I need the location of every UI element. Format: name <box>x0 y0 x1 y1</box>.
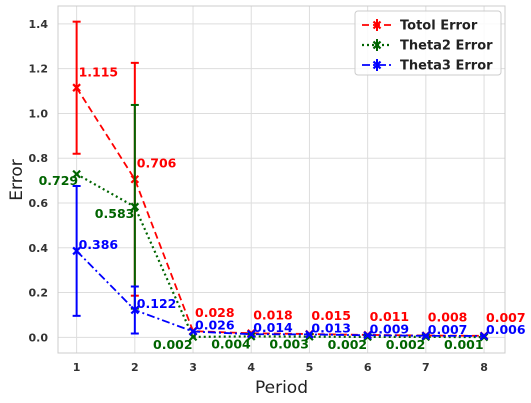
data-label: 0.007 <box>486 310 526 325</box>
data-label: 0.002 <box>328 337 368 352</box>
data-point-marker <box>479 331 489 341</box>
legend-label: Theta2 Error <box>400 39 493 54</box>
data-label: 0.008 <box>428 310 468 325</box>
data-label: 0.006 <box>486 322 526 337</box>
y-tick-label: 0.6 <box>29 197 49 210</box>
x-axis-label: Period <box>255 378 308 398</box>
data-point-marker <box>130 202 140 212</box>
y-tick-label: 0.2 <box>29 287 49 300</box>
data-label: 0.706 <box>137 155 177 170</box>
data-label: 0.001 <box>444 337 484 352</box>
data-label: 0.013 <box>311 320 351 335</box>
data-label: 1.115 <box>79 65 119 80</box>
legend-swatch-marker <box>372 60 382 70</box>
legend-swatch-marker <box>372 40 382 50</box>
data-point-marker <box>72 169 81 179</box>
data-point-marker <box>72 83 81 92</box>
data-label: 0.018 <box>253 307 293 322</box>
x-tick-label: 3 <box>189 361 197 374</box>
x-tick-label: 4 <box>247 361 255 374</box>
x-tick-label: 1 <box>73 361 81 374</box>
x-tick-label: 2 <box>131 361 139 374</box>
data-label: 0.002 <box>386 337 426 352</box>
series-line <box>76 173 485 339</box>
data-point-marker <box>246 332 256 341</box>
data-point-marker <box>246 329 256 339</box>
data-point-marker <box>363 331 372 340</box>
data-label: 0.015 <box>311 308 351 323</box>
series-line <box>75 87 485 337</box>
legend-swatch-marker <box>372 20 382 30</box>
legend: Totol Error Theta2 Error Theta3 Error <box>354 10 502 76</box>
x-tick-label: 8 <box>480 361 488 374</box>
data-label: 0.002 <box>153 337 193 352</box>
data-label: 0.028 <box>195 305 235 320</box>
data-label: 0.014 <box>253 320 293 335</box>
y-axis-label: Error <box>7 159 27 200</box>
x-tick-label: 5 <box>306 361 314 374</box>
data-label: 0.009 <box>370 321 410 336</box>
data-label: 0.026 <box>195 318 235 333</box>
y-tick-label: 0.4 <box>29 242 49 255</box>
series-theta3-error <box>72 184 489 341</box>
data-label: 0.122 <box>137 296 177 311</box>
data-label: 0.729 <box>39 173 79 188</box>
data-point-marker <box>188 327 198 336</box>
y-tick-label: 0.8 <box>29 152 49 165</box>
legend-label: Theta3 Error <box>400 59 493 74</box>
data-point-marker <box>305 330 314 339</box>
y-tick-label: 0.0 <box>29 331 49 344</box>
data-label: 0.007 <box>428 322 468 337</box>
x-ticks: 1 2 3 4 5 6 7 8 <box>73 361 488 374</box>
data-label: 0.004 <box>211 336 251 351</box>
data-point-marker <box>72 246 81 256</box>
data-label: 0.583 <box>95 206 135 221</box>
x-tick-label: 6 <box>364 361 372 374</box>
data-point-marker <box>421 331 431 341</box>
y-tick-label: 1.2 <box>29 63 49 76</box>
series-line <box>75 250 485 337</box>
data-label: 0.011 <box>370 309 410 324</box>
y-tick-label: 1.4 <box>29 18 49 31</box>
data-label: 0.003 <box>269 337 309 352</box>
data-label: 0.386 <box>79 237 119 252</box>
y-ticks: 0.0 0.2 0.4 0.6 0.8 1.0 1.2 1.4 <box>29 18 49 344</box>
data-point-marker <box>130 305 140 315</box>
x-tick-label: 7 <box>422 361 430 374</box>
legend-label: Totol Error <box>400 19 478 34</box>
y-tick-label: 1.0 <box>29 107 49 120</box>
legend-box <box>354 10 502 76</box>
plot-frame <box>57 5 506 354</box>
series-layer <box>72 20 489 342</box>
